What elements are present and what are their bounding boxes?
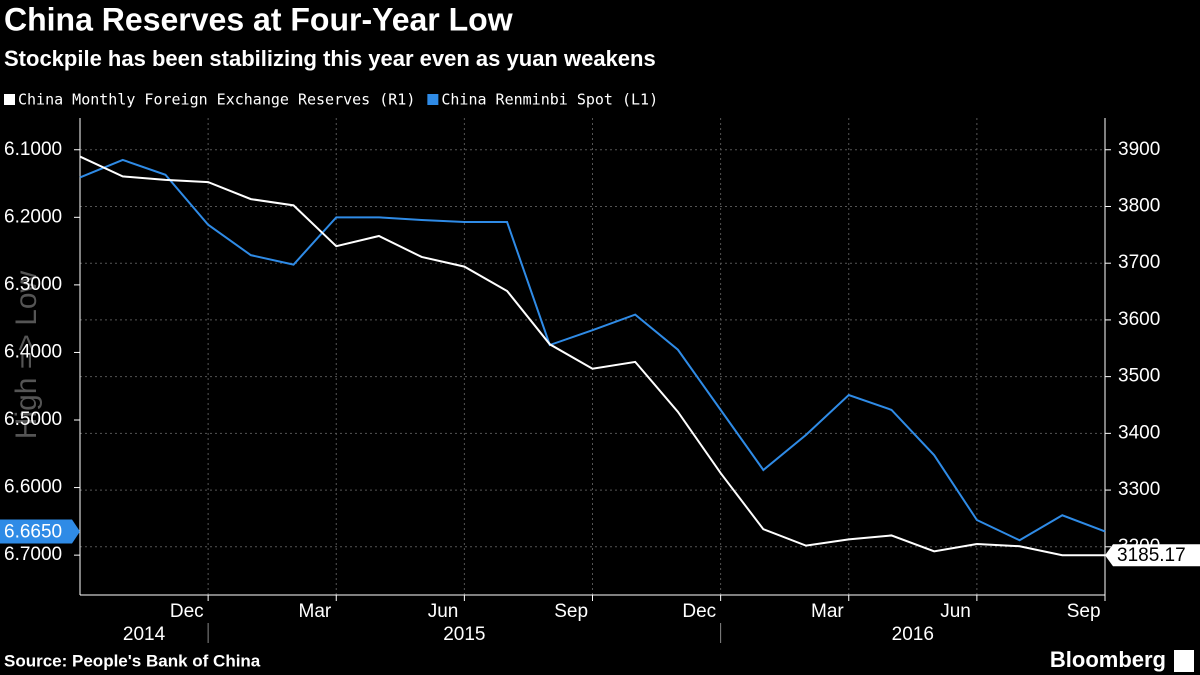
y-tick-label: 6.3000 — [4, 274, 62, 295]
y2-tick-label: 3700 — [1118, 252, 1160, 273]
x-tick-label: Dec — [682, 601, 716, 622]
y-tick-label: 6.1000 — [4, 139, 62, 160]
source: Source: People's Bank of China — [4, 651, 261, 670]
y-tick-label: 6.4000 — [4, 341, 62, 362]
y2-tick-label: 3500 — [1118, 366, 1160, 387]
chart-subtitle: Stockpile has been stabilizing this year… — [4, 46, 656, 71]
last-value-tag — [1105, 544, 1200, 567]
chart-title: China Reserves at Four-Year Low — [4, 1, 513, 37]
year-label: 2016 — [892, 624, 934, 645]
y2-tick-label: 3600 — [1118, 309, 1160, 330]
y2-tick-label: 3900 — [1118, 139, 1160, 160]
y2-tick-label: 3400 — [1118, 422, 1160, 443]
last-value-tag — [0, 519, 80, 544]
y-tick-label: 6.5000 — [4, 409, 62, 430]
brand: Bloomberg — [1050, 647, 1166, 672]
legend-swatch — [427, 94, 439, 105]
year-label: 2015 — [443, 624, 485, 645]
last-value-label: 6.6650 — [4, 522, 62, 543]
y-tick-label: 6.2000 — [4, 206, 62, 227]
brand-icon — [1174, 650, 1194, 672]
y2-tick-label: 3300 — [1118, 479, 1160, 500]
y-tick-label: 6.7000 — [4, 544, 62, 565]
last-value-label: 3185.17 — [1117, 545, 1186, 566]
year-label: 2014 — [123, 624, 166, 645]
y-tick-label: 6.6000 — [4, 477, 62, 498]
x-tick-label: Sep — [1067, 601, 1101, 622]
series-line — [79, 158, 1106, 542]
x-tick-label: Mar — [299, 601, 332, 622]
series-line — [79, 155, 1105, 557]
x-tick-label: Mar — [811, 601, 844, 622]
x-tick-label: Jun — [428, 601, 459, 622]
legend-swatch — [4, 94, 15, 105]
x-tick-label: Sep — [554, 601, 588, 622]
x-tick-label: Dec — [170, 601, 204, 622]
y2-tick-label: 3800 — [1118, 195, 1160, 216]
legend-label: China Monthly Foreign Exchange Reserves … — [18, 91, 415, 109]
legend-label: China Renminbi Spot (L1) — [441, 91, 658, 109]
x-tick-label: Jun — [940, 601, 971, 622]
y-axis-label: High => Low — [10, 270, 43, 439]
